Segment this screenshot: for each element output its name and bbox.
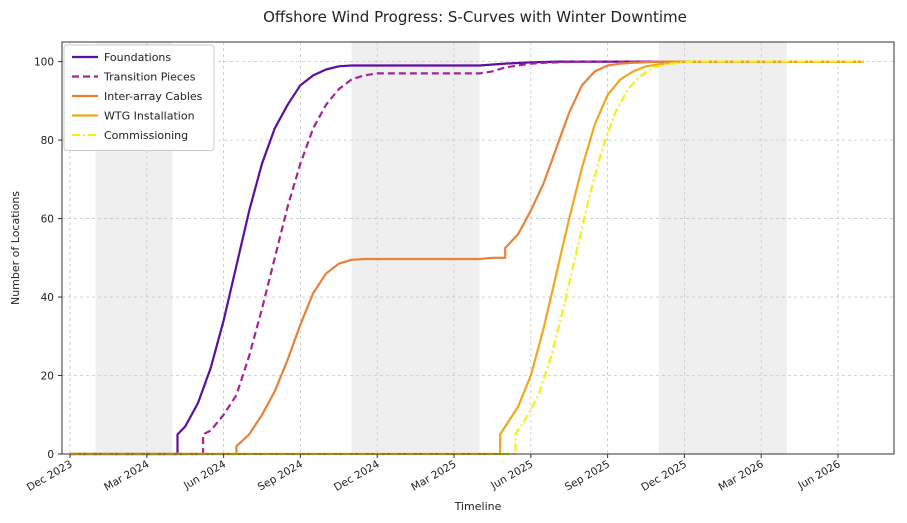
downtime-band xyxy=(658,42,787,454)
x-tick-label: Mar 2024 xyxy=(102,458,151,493)
x-tick-label: Jun 2026 xyxy=(795,458,842,492)
downtime-band xyxy=(351,42,480,454)
legend: Foundations Transition Pieces Inter-array … xyxy=(63,44,215,151)
legend-label: Inter-array Cables xyxy=(104,90,203,103)
x-tick-label: Mar 2026 xyxy=(717,458,766,493)
series-line-inter-array-cables xyxy=(70,60,864,456)
series-line-wtg-installation xyxy=(70,60,864,456)
x-tick-label: Dec 2025 xyxy=(639,458,689,494)
legend-box xyxy=(63,44,215,151)
y-axis: 0 20 40 60 80 100 xyxy=(34,57,62,461)
x-tick-label: Mar 2025 xyxy=(409,458,458,493)
x-axis: Dec 2023 Mar 2024 Jun 2024 Sep 2024 Dec 2024… xyxy=(25,454,843,494)
chart-title: Offshore Wind Progress: S-Curves with Wi… xyxy=(263,8,687,26)
x-tick-label: Jun 2025 xyxy=(488,458,535,492)
series-line-foundations xyxy=(70,60,864,456)
y-tick-label: 100 xyxy=(34,57,54,69)
legend-label: Commissioning xyxy=(104,129,188,142)
legend-label: Foundations xyxy=(104,51,171,64)
series-lines xyxy=(70,60,864,456)
plot-frame xyxy=(61,41,895,455)
x-tick-label: Jun 2024 xyxy=(181,458,228,492)
x-tick-label: Dec 2023 xyxy=(25,458,75,494)
series-line-commissioning xyxy=(70,60,864,456)
series-line-transition-pieces xyxy=(70,60,864,456)
x-axis-label: Timeline xyxy=(454,500,502,513)
y-tick-label: 0 xyxy=(47,449,54,461)
x-tick-label: Sep 2025 xyxy=(563,458,612,493)
legend-label: WTG Installation xyxy=(104,110,195,123)
y-tick-label: 40 xyxy=(41,292,54,304)
y-axis-label: Number of Locations xyxy=(9,191,22,305)
x-tick-label: Sep 2024 xyxy=(256,458,305,493)
y-tick-label: 20 xyxy=(41,371,54,383)
legend-label: Transition Pieces xyxy=(103,71,196,84)
y-tick-label: 60 xyxy=(41,214,54,226)
x-tick-label: Dec 2024 xyxy=(332,458,382,494)
y-tick-label: 80 xyxy=(41,135,54,147)
